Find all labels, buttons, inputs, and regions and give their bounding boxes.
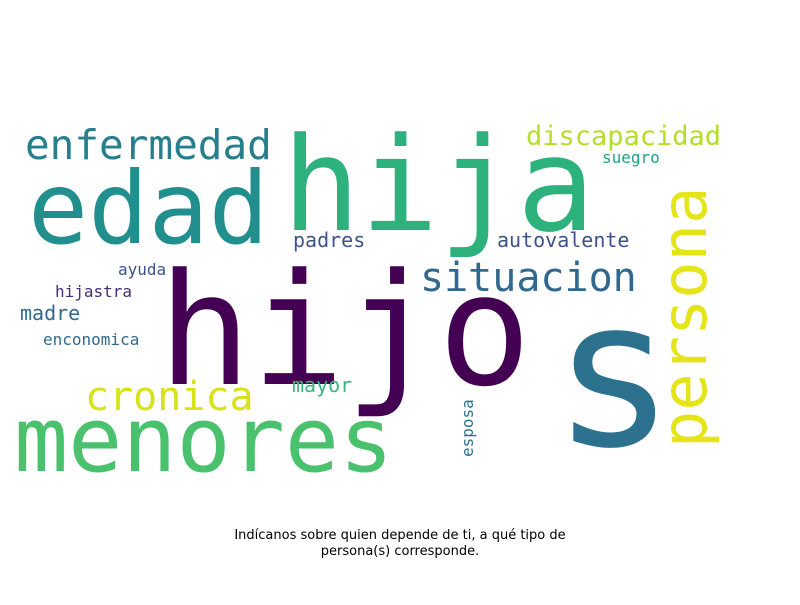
word-mayor: mayor bbox=[292, 373, 352, 397]
word-suegro: suegro bbox=[602, 148, 660, 167]
chart-caption: Indícanos sobre quien depende de ti, a q… bbox=[150, 528, 650, 560]
word-menores: menores bbox=[14, 388, 393, 493]
word-persona: persona bbox=[648, 187, 721, 448]
word-madre: madre bbox=[20, 301, 80, 325]
caption-line-1: Indícanos sobre quien depende de ti, a q… bbox=[234, 528, 566, 543]
word-discapacidad: discapacidad bbox=[526, 121, 721, 152]
word-hijastra: hijastra bbox=[55, 282, 132, 301]
word-hijo: hijo bbox=[158, 240, 531, 421]
word-hija: hija bbox=[282, 109, 595, 261]
word-s: s bbox=[552, 256, 675, 494]
word-padres: padres bbox=[293, 228, 365, 252]
word-cronica: cronica bbox=[85, 374, 254, 420]
word-enfermedad: enfermedad bbox=[25, 121, 272, 169]
word-situacion: situacion bbox=[420, 255, 637, 301]
word-autovalente: autovalente bbox=[497, 228, 629, 252]
word-esposa: esposa bbox=[458, 399, 477, 457]
word-ayuda: ayuda bbox=[118, 260, 166, 279]
word-edad: edad bbox=[28, 150, 269, 267]
word-enconomica: enconomica bbox=[43, 330, 139, 349]
caption-line-2: persona(s) corresponde. bbox=[320, 544, 480, 559]
